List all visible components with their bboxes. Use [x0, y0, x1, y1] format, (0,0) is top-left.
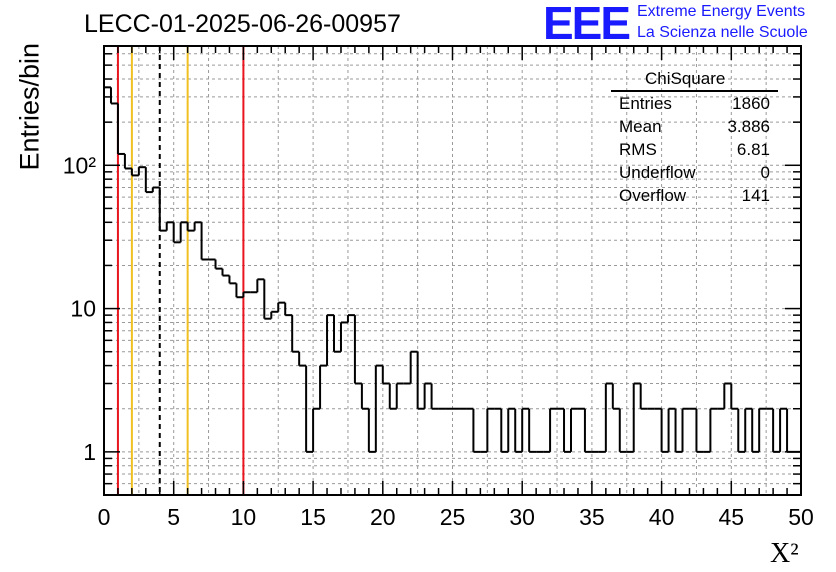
stats-label-mean: Mean	[619, 117, 662, 136]
eee-logo-line1: Extreme Energy Events	[637, 3, 806, 20]
stats-label-overflow: Overflow	[619, 186, 687, 205]
x-tick-label: 10	[231, 504, 257, 530]
x-tick-label: 40	[649, 504, 675, 530]
x-tick-label: 5	[167, 504, 180, 530]
y-tick-label: 10	[70, 296, 96, 322]
stats-box-title: ChiSquare	[645, 69, 726, 88]
stats-label-rms: RMS	[619, 140, 657, 159]
x-tick-label: 50	[788, 504, 814, 530]
x-axis-label: X²	[770, 538, 799, 569]
y-tick-label: 1	[83, 439, 96, 465]
y-tick-label: 10²	[63, 152, 97, 178]
x-tick-label: 0	[98, 504, 111, 530]
x-tick-label: 15	[300, 504, 326, 530]
stats-value-rms: 6.81	[736, 140, 770, 159]
x-tick-label: 30	[509, 504, 535, 530]
stats-label-underflow: Underflow	[619, 163, 696, 182]
stats-value-entries: 1860	[732, 94, 770, 113]
stats-value-mean: 3.886	[727, 117, 770, 136]
stats-value-overflow: 141	[741, 186, 770, 205]
x-tick-label: 20	[370, 504, 396, 530]
x-tick-label: 35	[579, 504, 605, 530]
chart-title: LECC-01-2025-06-26-00957	[84, 10, 401, 38]
x-tick-label: 45	[719, 504, 745, 530]
eee-logo-line2: La Scienza nelle Scuole	[637, 24, 808, 41]
x-tick-label: 25	[440, 504, 466, 530]
stats-value-underflow: 0	[760, 163, 770, 182]
stats-label-entries: Entries	[619, 94, 672, 113]
eee-logo: EEE	[543, 0, 631, 49]
